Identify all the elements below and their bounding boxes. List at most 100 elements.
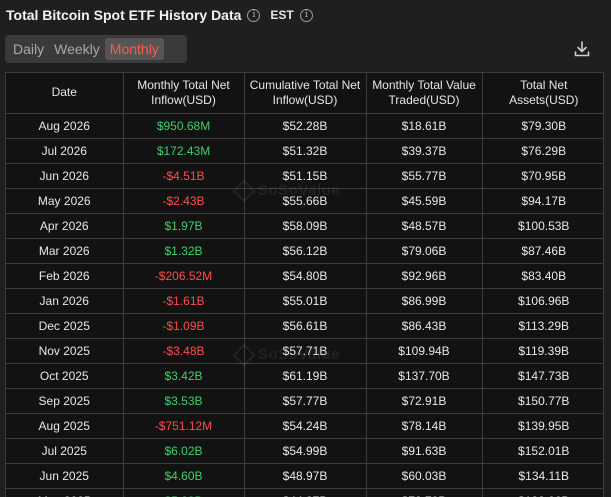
cell-cumulative-inflow: $51.15B: [244, 163, 367, 189]
cell-value-traded: $55.77B: [366, 163, 483, 189]
table-row: Sep 2025 $3.53B $57.77B $72.91B $150.77B: [6, 388, 603, 414]
cell-date: May 2026: [6, 188, 124, 214]
cell-cumulative-inflow: $56.61B: [244, 313, 367, 339]
period-tabs: Daily Weekly Monthly: [5, 35, 187, 63]
cell-net-assets: $147.73B: [482, 363, 603, 389]
table-row: Jul 2026 $172.43M $51.32B $39.37B $76.29B: [6, 138, 603, 164]
cell-cumulative-inflow: $48.97B: [244, 463, 367, 489]
table-row: Jun 2025 $4.60B $48.97B $60.03B $134.11B: [6, 463, 603, 489]
cell-date: Aug 2025: [6, 413, 124, 439]
cell-date: May 2025: [6, 488, 124, 497]
cell-date: Mar 2026: [6, 238, 124, 264]
column-header-value-traded[interactable]: Monthly Total Value Traded(USD): [366, 73, 483, 114]
cell-value-traded: $78.14B: [366, 413, 483, 439]
tab-weekly[interactable]: Weekly: [54, 41, 100, 57]
table-row: Apr 2026 $1.97B $58.09B $48.57B $100.53B: [6, 213, 603, 239]
page-header: Total Bitcoin Spot ETF History Data i ES…: [6, 4, 313, 26]
cell-cumulative-inflow: $55.01B: [244, 288, 367, 314]
cell-value-traded: $48.57B: [366, 213, 483, 239]
cell-net-assets: $100.53B: [482, 213, 603, 239]
cell-cumulative-inflow: $61.19B: [244, 363, 367, 389]
tab-daily[interactable]: Daily: [13, 41, 45, 57]
cell-cumulative-inflow: $51.32B: [244, 138, 367, 164]
cell-value-traded: $109.94B: [366, 338, 483, 364]
column-header-net-assets[interactable]: Total Net Assets(USD): [482, 73, 603, 114]
cell-monthly-inflow: -$1.09B: [123, 313, 245, 339]
info-icon[interactable]: i: [247, 8, 261, 22]
table-row: Jan 2026 -$1.61B $55.01B $86.99B $106.96B: [6, 288, 603, 314]
cell-monthly-inflow: $4.60B: [123, 463, 245, 489]
page-title: Total Bitcoin Spot ETF History Data: [6, 7, 242, 23]
table-row: Oct 2025 $3.42B $61.19B $137.70B $147.73B: [6, 363, 603, 389]
cell-monthly-inflow: $1.97B: [123, 213, 245, 239]
cell-net-assets: $119.39B: [482, 338, 603, 364]
cell-date: Jun 2025: [6, 463, 124, 489]
cell-net-assets: $152.01B: [482, 438, 603, 464]
timezone-label: EST: [270, 8, 294, 22]
cell-net-assets: $139.95B: [482, 413, 603, 439]
cell-net-assets: $134.11B: [482, 463, 603, 489]
cell-value-traded: $86.99B: [366, 288, 483, 314]
cell-net-assets: $79.30B: [482, 113, 603, 139]
cell-net-assets: $106.96B: [482, 288, 603, 314]
cell-date: Jul 2026: [6, 138, 124, 164]
cell-monthly-inflow: -$3.48B: [123, 338, 245, 364]
cell-date: Feb 2026: [6, 263, 124, 289]
cell-value-traded: $39.37B: [366, 138, 483, 164]
cell-monthly-inflow: $3.42B: [123, 363, 245, 389]
cell-monthly-inflow: -$206.52M: [123, 263, 245, 289]
cell-value-traded: $45.59B: [366, 188, 483, 214]
cell-monthly-inflow: $950.68M: [123, 113, 245, 139]
etf-history-table: Date Monthly Total Net Inflow(USD) Cumul…: [5, 72, 604, 497]
cell-cumulative-inflow: $57.71B: [244, 338, 367, 364]
cell-cumulative-inflow: $56.12B: [244, 238, 367, 264]
cell-date: Nov 2025: [6, 338, 124, 364]
table-row: Jun 2026 -$4.51B $51.15B $55.77B $70.95B: [6, 163, 603, 189]
cell-value-traded: $72.91B: [366, 388, 483, 414]
table-row: Mar 2026 $1.32B $56.12B $79.06B $87.46B: [6, 238, 603, 264]
column-header-date[interactable]: Date: [6, 73, 124, 114]
cell-net-assets: $128.06B: [482, 488, 603, 497]
cell-date: Jul 2025: [6, 438, 124, 464]
table-row: Jul 2025 $6.02B $54.99B $91.63B $152.01B: [6, 438, 603, 464]
cell-date: Sep 2025: [6, 388, 124, 414]
cell-net-assets: $83.40B: [482, 263, 603, 289]
column-header-monthly-inflow[interactable]: Monthly Total Net Inflow(USD): [123, 73, 245, 114]
cell-cumulative-inflow: $52.28B: [244, 113, 367, 139]
cell-cumulative-inflow: $54.99B: [244, 438, 367, 464]
table-row: May 2025$5.23B$44.37B$72.70B$128.06B: [6, 488, 603, 497]
cell-value-traded: $91.63B: [366, 438, 483, 464]
cell-date: Jan 2026: [6, 288, 124, 314]
cell-monthly-inflow: $6.02B: [123, 438, 245, 464]
cell-value-traded: $86.43B: [366, 313, 483, 339]
column-header-cumulative-inflow[interactable]: Cumulative Total Net Inflow(USD): [244, 73, 367, 114]
cell-date: Oct 2025: [6, 363, 124, 389]
cell-monthly-inflow: $172.43M: [123, 138, 245, 164]
cell-cumulative-inflow: $58.09B: [244, 213, 367, 239]
cell-value-traded: $60.03B: [366, 463, 483, 489]
cell-monthly-inflow: -$1.61B: [123, 288, 245, 314]
cell-date: Jun 2026: [6, 163, 124, 189]
cell-net-assets: $94.17B: [482, 188, 603, 214]
table-row: Nov 2025 -$3.48B $57.71B $109.94B $119.39B: [6, 338, 603, 364]
table-row: Aug 2026 $950.68M $52.28B $18.61B $79.30B: [6, 113, 603, 139]
cell-net-assets: $113.29B: [482, 313, 603, 339]
cell-value-traded: $79.06B: [366, 238, 483, 264]
download-icon[interactable]: [573, 40, 591, 58]
cell-cumulative-inflow: $54.80B: [244, 263, 367, 289]
table-header-row: Date Monthly Total Net Inflow(USD) Cumul…: [6, 73, 603, 114]
cell-value-traded: $137.70B: [366, 363, 483, 389]
cell-monthly-inflow: -$751.12M: [123, 413, 245, 439]
cell-value-traded: $72.70B: [366, 488, 483, 497]
cell-monthly-inflow: $1.32B: [123, 238, 245, 264]
cell-monthly-inflow: -$4.51B: [123, 163, 245, 189]
cell-value-traded: $92.96B: [366, 263, 483, 289]
tab-monthly[interactable]: Monthly: [104, 38, 164, 60]
cell-monthly-inflow: -$2.43B: [123, 188, 245, 214]
cell-monthly-inflow: $5.23B: [123, 488, 245, 497]
cell-date: Dec 2025: [6, 313, 124, 339]
table-row: May 2026 -$2.43B $55.66B $45.59B $94.17B: [6, 188, 603, 214]
timezone-info-icon[interactable]: i: [299, 8, 313, 22]
cell-date: Apr 2026: [6, 213, 124, 239]
table-row: Feb 2026 -$206.52M $54.80B $92.96B $83.40B: [6, 263, 603, 289]
